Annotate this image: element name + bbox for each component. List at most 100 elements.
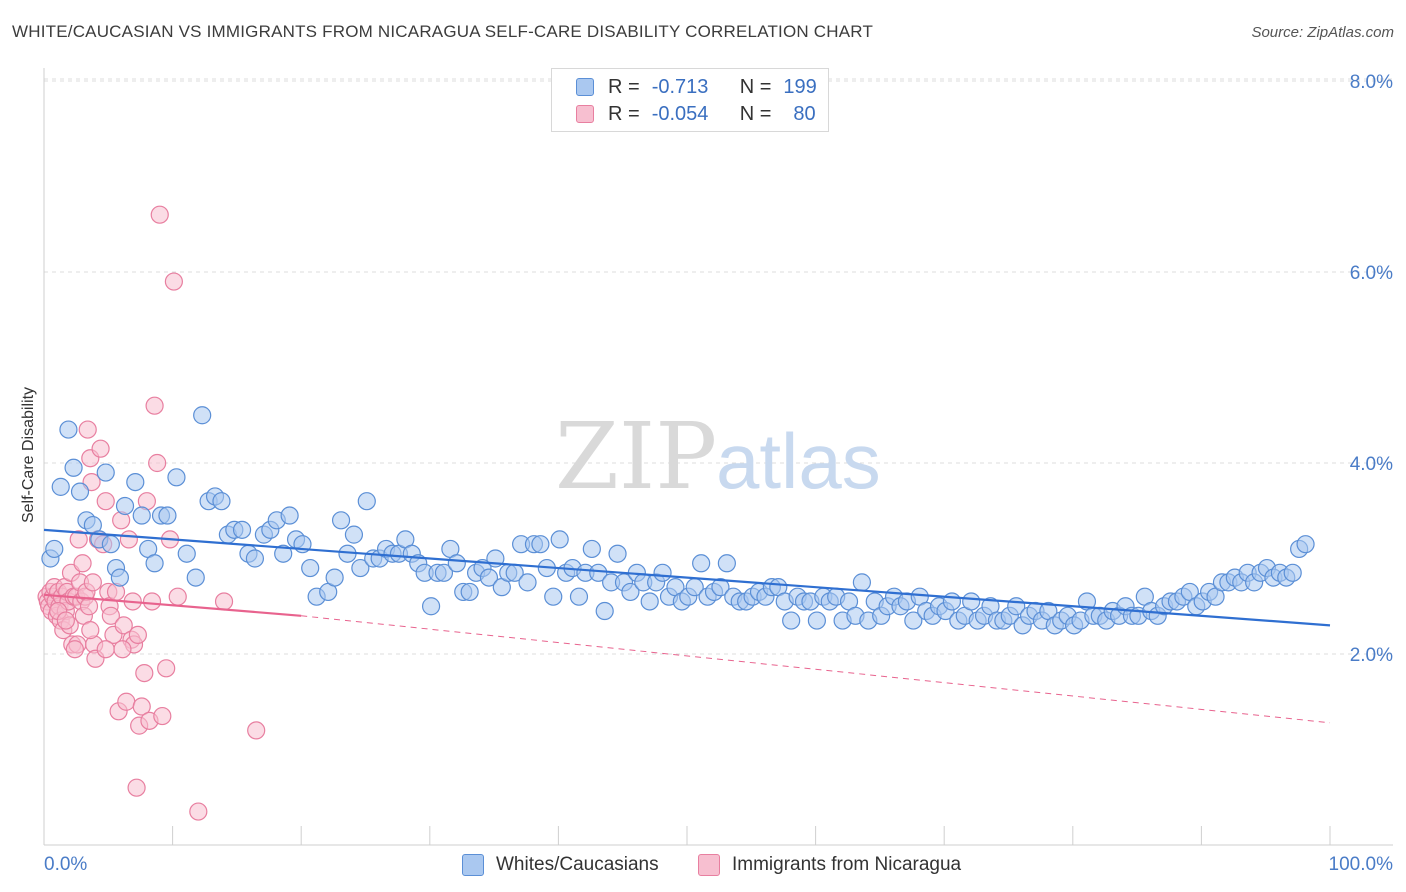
data-point-whites — [45, 539, 64, 559]
legend-r-value: -0.713 — [651, 75, 709, 98]
data-point-whites — [479, 568, 499, 587]
x-tick-label-left: 0.0% — [44, 854, 87, 875]
data-point-whites — [595, 601, 614, 621]
data-point-nicaragua — [96, 492, 115, 511]
data-point-whites — [518, 573, 537, 592]
data-point-nicaragua — [81, 621, 100, 640]
source-label: Source: ZipAtlas.com — [1251, 24, 1394, 41]
data-point-whites — [167, 468, 186, 487]
axes — [43, 68, 1393, 846]
series-whites-caucasians — [41, 406, 1315, 635]
data-point-nicaragua — [132, 697, 151, 716]
watermark: ZIP atlas — [555, 403, 881, 510]
data-point-whites — [351, 558, 370, 578]
data-point-whites — [544, 587, 563, 606]
legend-swatch-pink — [576, 105, 594, 123]
data-point-whites — [447, 554, 466, 573]
data-point-whites — [186, 568, 205, 587]
data-point-nicaragua — [91, 439, 110, 458]
data-point-whites — [70, 482, 90, 501]
data-point-whites — [177, 544, 196, 563]
data-point-nicaragua — [148, 453, 167, 473]
data-point-nicaragua — [135, 663, 154, 683]
data-point-whites — [807, 611, 826, 630]
data-point-whites — [331, 511, 351, 530]
y-tick-label-6: 6.0% — [1350, 263, 1393, 284]
data-point-whites — [145, 554, 164, 573]
data-point-whites — [132, 506, 151, 525]
bottom-legend-label-nicaragua: Immigrants from Nicaragua — [732, 854, 962, 875]
data-point-nicaragua — [157, 659, 176, 678]
data-point-nicaragua — [56, 611, 75, 630]
data-point-nicaragua — [78, 420, 97, 439]
data-point-nicaragua — [101, 606, 120, 625]
data-point-whites — [589, 563, 608, 582]
data-point-whites — [1296, 535, 1315, 554]
y-tick-label-8: 8.0% — [1350, 72, 1393, 93]
data-point-nicaragua — [168, 587, 187, 606]
data-point-nicaragua — [142, 592, 162, 611]
legend-n-label: N = — [739, 75, 772, 98]
trend-lines — [43, 528, 1331, 724]
data-point-whites — [942, 592, 962, 611]
data-point-whites — [96, 463, 115, 482]
series-immigrants-nicaragua — [37, 205, 266, 821]
data-point-whites — [212, 492, 231, 511]
data-point-whites — [711, 578, 730, 597]
legend-row-nicaragua: R = -0.054 N = 80 — [576, 102, 816, 126]
data-point-whites — [460, 582, 479, 602]
legend-row-whites: R = -0.713 N = 199 — [576, 75, 817, 99]
data-point-nicaragua — [96, 640, 115, 659]
data-point-nicaragua — [117, 692, 136, 711]
x-tick-label-right: 100.0% — [1329, 854, 1394, 875]
data-point-whites — [653, 563, 672, 582]
bottom-legend-nicaragua: Immigrants from Nicaragua — [698, 852, 961, 878]
data-point-whites — [232, 520, 252, 539]
correlation-legend: R = -0.713 N = 199 R = -0.054 N = 80 — [551, 68, 829, 132]
data-point-nicaragua — [114, 616, 133, 635]
data-point-nicaragua — [128, 625, 147, 645]
data-point-whites — [1283, 563, 1302, 582]
data-point-whites — [357, 492, 376, 511]
data-point-whites — [115, 496, 135, 516]
chart-title: WHITE/CAUCASIAN VS IMMIGRANTS FROM NICAR… — [12, 22, 874, 41]
legend-r-label: R = — [608, 75, 640, 98]
data-point-whites — [717, 554, 736, 573]
data-point-whites — [344, 525, 364, 544]
data-point-whites — [64, 458, 83, 477]
y-tick-label-2: 2.0% — [1350, 645, 1393, 666]
data-point-whites — [158, 506, 177, 525]
data-point-whites — [621, 582, 640, 602]
data-point-whites — [51, 477, 70, 496]
data-point-whites — [245, 549, 265, 568]
data-point-nicaragua — [145, 396, 164, 415]
data-point-nicaragua — [150, 205, 169, 224]
watermark-zip: ZIP — [555, 403, 717, 510]
data-point-whites — [608, 544, 627, 563]
data-point-nicaragua — [65, 640, 84, 659]
data-point-nicaragua — [214, 592, 234, 611]
data-point-whites — [126, 473, 145, 492]
data-point-whites — [301, 558, 320, 578]
x-tick-labels: 0.0% 100.0% — [44, 854, 1393, 875]
data-point-nicaragua — [79, 597, 99, 616]
data-point-nicaragua — [69, 530, 88, 549]
legend-swatch-blue — [576, 78, 594, 96]
bottom-legend-label-whites: Whites/Caucasians — [496, 854, 659, 875]
data-point-nicaragua — [247, 721, 266, 740]
data-point-whites — [421, 597, 441, 616]
trend-line-nicaragua-extension — [301, 615, 1331, 724]
legend-n-value: 80 — [793, 102, 816, 125]
data-point-whites — [193, 406, 212, 425]
data-point-nicaragua — [73, 554, 92, 573]
data-point-whites — [962, 592, 981, 611]
legend-n-value: 199 — [783, 75, 817, 98]
data-point-whites — [904, 611, 923, 630]
data-point-nicaragua — [113, 640, 132, 659]
data-point-whites — [101, 535, 120, 554]
data-point-whites — [434, 563, 454, 582]
data-point-nicaragua — [127, 778, 146, 797]
data-point-whites — [531, 535, 550, 554]
bottom-legend-swatch-blue — [462, 854, 484, 876]
